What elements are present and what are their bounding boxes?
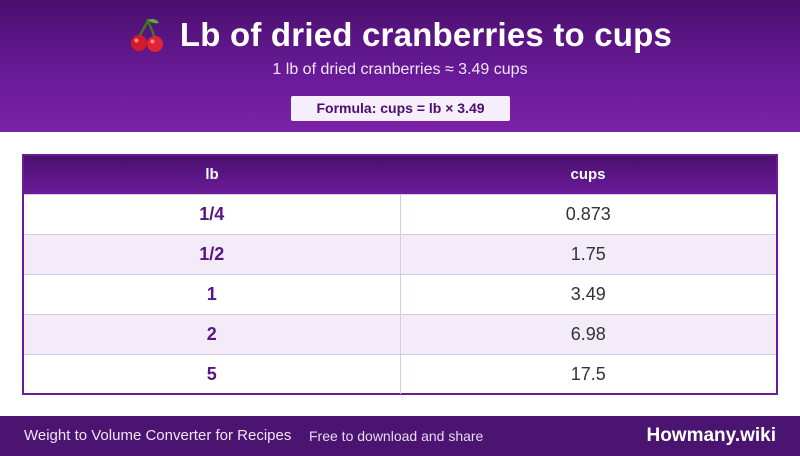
cell-lb: 5 [24,353,401,394]
footer: Weight to Volume Converter for Recipes F… [0,416,800,456]
conversion-summary: 1 lb of dried cranberries ≈ 3.49 cups [272,61,528,78]
cell-cups: 0.873 [400,193,776,234]
cell-lb: 1/4 [24,193,401,234]
cherry-icon [128,16,166,54]
footer-app-name: Weight to Volume Converter for Recipes [24,427,292,444]
cell-cups: 6.98 [400,313,776,354]
cell-lb: 1 [24,273,401,314]
page-title-row: Lb of dried cranberries to cups [0,14,800,56]
footer-tagline: Free to download and share [309,428,484,444]
table-row: 5 17.5 [24,353,776,394]
cell-lb: 2 [24,313,401,354]
table-row: 1/4 0.873 [24,193,776,234]
cell-cups: 17.5 [400,353,776,394]
cell-cups: 3.49 [400,273,776,314]
header: Lb of dried cranberries to cups 1 lb of … [0,0,800,132]
table-header-row: lb cups [24,156,776,194]
page-title: Lb of dried cranberries to cups [179,16,673,53]
formula-badge: Formula: cups = lb × 3.49 [291,96,510,121]
cell-cups: 1.75 [400,233,776,274]
footer-brand-logo[interactable]: Howmany.wiki [646,425,776,446]
column-header-lb: lb [205,166,219,184]
column-header-cups: cups [570,166,606,184]
table-row: 2 6.98 [24,313,776,354]
conversion-table: lb cups 1/4 0.873 1/2 1.75 1 3.49 2 6.98 [22,154,778,395]
table-row: 1/2 1.75 [24,233,776,274]
table-row: 1 3.49 [24,273,776,314]
cell-lb: 1/2 [24,233,401,274]
